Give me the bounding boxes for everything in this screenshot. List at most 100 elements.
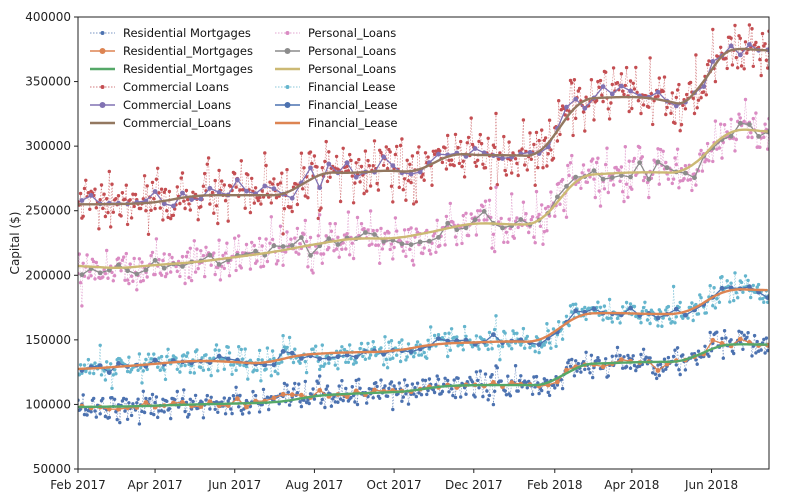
data-point-9-515 bbox=[749, 295, 753, 300]
data-point-9-362 bbox=[549, 346, 553, 350]
data-point-6-306 bbox=[476, 209, 480, 213]
data-point-6-170 bbox=[298, 242, 302, 246]
data-point-0-46 bbox=[136, 397, 140, 401]
data-point-9-433 bbox=[641, 305, 646, 310]
data-point-9-336 bbox=[515, 331, 519, 335]
data-point-9-89 bbox=[192, 371, 196, 375]
data-point-6-265 bbox=[422, 246, 426, 250]
legend-label: Residential_Mortgages bbox=[123, 44, 253, 58]
data-point-9-218 bbox=[361, 354, 365, 359]
data-point-3-309 bbox=[479, 141, 484, 146]
data-point-3-346 bbox=[528, 131, 532, 135]
data-point-6-350 bbox=[533, 241, 537, 245]
data-point-0-394 bbox=[591, 375, 595, 380]
data-point-6-374 bbox=[564, 215, 569, 219]
data-point-4-20 bbox=[262, 183, 268, 189]
data-point-0-29 bbox=[114, 410, 118, 414]
data-point-10-42 bbox=[463, 337, 469, 343]
data-point-3-353 bbox=[537, 138, 541, 143]
data-point-3-466 bbox=[685, 92, 689, 97]
data-point-6-310 bbox=[481, 204, 485, 209]
data-point-0-99 bbox=[205, 393, 209, 398]
data-point-6-109 bbox=[218, 278, 223, 282]
data-point-9-473 bbox=[694, 302, 698, 307]
data-point-0-24 bbox=[107, 415, 112, 420]
data-point-3-24 bbox=[107, 169, 112, 174]
data-point-4-12 bbox=[189, 197, 195, 203]
y-tick-label-4: 250000 bbox=[25, 204, 71, 218]
data-point-0-38 bbox=[125, 417, 130, 421]
data-point-6-210 bbox=[350, 241, 354, 245]
data-point-0-519 bbox=[754, 351, 758, 355]
data-point-6-328 bbox=[504, 230, 509, 234]
data-point-9-313 bbox=[485, 343, 489, 347]
data-point-9-260 bbox=[415, 340, 420, 344]
data-point-3-40 bbox=[128, 198, 132, 202]
data-point-4-8 bbox=[152, 189, 158, 194]
data-point-0-248 bbox=[400, 399, 404, 403]
data-point-9-240 bbox=[389, 339, 394, 343]
data-point-9-49 bbox=[140, 381, 144, 385]
data-point-6-476 bbox=[698, 152, 702, 156]
data-point-0-291 bbox=[456, 376, 460, 380]
data-point-6-417 bbox=[621, 190, 625, 194]
data-point-6-239 bbox=[388, 247, 392, 252]
data-point-10-54 bbox=[573, 308, 579, 314]
legend-entry-3-1: Financial Lease bbox=[275, 80, 395, 94]
x-tick-label-3: Aug 2017 bbox=[286, 478, 344, 492]
data-point-0-324 bbox=[499, 379, 503, 383]
data-point-6-65 bbox=[161, 258, 165, 263]
data-point-0-389 bbox=[584, 350, 588, 354]
data-point-3-8 bbox=[86, 191, 91, 195]
data-point-9-407 bbox=[607, 297, 612, 302]
data-point-9-327 bbox=[503, 331, 507, 335]
data-point-3-302 bbox=[470, 142, 475, 147]
data-point-0-242 bbox=[392, 384, 396, 388]
data-point-9-511 bbox=[743, 274, 748, 278]
data-point-6-504 bbox=[734, 137, 738, 142]
data-point-6-470 bbox=[690, 188, 694, 193]
data-point-3-407 bbox=[607, 117, 612, 121]
data-point-9-302 bbox=[470, 345, 475, 349]
data-point-0-489 bbox=[715, 330, 719, 334]
data-point-3-257 bbox=[412, 202, 416, 206]
data-point-3-523 bbox=[759, 73, 763, 78]
data-point-3-310 bbox=[481, 162, 485, 166]
data-point-9-207 bbox=[346, 360, 351, 364]
data-point-3-506 bbox=[737, 34, 741, 38]
data-point-6-50 bbox=[141, 278, 145, 283]
data-point-9-124 bbox=[238, 363, 242, 367]
data-point-9-344 bbox=[525, 334, 529, 339]
data-point-9-209 bbox=[349, 356, 353, 361]
data-point-0-458 bbox=[674, 363, 678, 367]
data-point-9-379 bbox=[571, 302, 575, 307]
data-point-7-6 bbox=[134, 271, 140, 277]
data-point-0-364 bbox=[551, 383, 556, 387]
data-point-3-101 bbox=[208, 202, 212, 206]
data-point-0-170 bbox=[298, 400, 302, 404]
data-point-0-190 bbox=[324, 387, 328, 391]
data-point-3-486 bbox=[711, 27, 715, 32]
data-point-6-159 bbox=[284, 250, 288, 254]
data-point-4-9 bbox=[161, 201, 167, 207]
data-point-6-133 bbox=[250, 240, 254, 245]
data-point-1-17 bbox=[235, 396, 240, 402]
data-point-0-177 bbox=[307, 401, 311, 406]
legend-label: Commercial_Loans bbox=[123, 98, 231, 112]
data-point-3-124 bbox=[238, 188, 242, 192]
data-point-6-358 bbox=[543, 206, 548, 211]
data-point-0-281 bbox=[443, 376, 447, 380]
data-point-3-451 bbox=[665, 105, 669, 110]
data-point-3-29 bbox=[114, 197, 118, 201]
data-point-3-58 bbox=[152, 197, 156, 201]
data-point-3-344 bbox=[525, 168, 529, 172]
data-point-0-253 bbox=[406, 402, 411, 406]
data-point-3-226 bbox=[371, 164, 375, 168]
data-point-6-336 bbox=[515, 216, 519, 220]
data-point-9-436 bbox=[645, 318, 650, 322]
data-point-3-388 bbox=[583, 129, 587, 133]
data-point-1-3 bbox=[106, 406, 112, 412]
data-point-9-360 bbox=[546, 329, 550, 333]
data-point-3-4 bbox=[81, 214, 85, 218]
data-point-9-457 bbox=[673, 321, 677, 325]
